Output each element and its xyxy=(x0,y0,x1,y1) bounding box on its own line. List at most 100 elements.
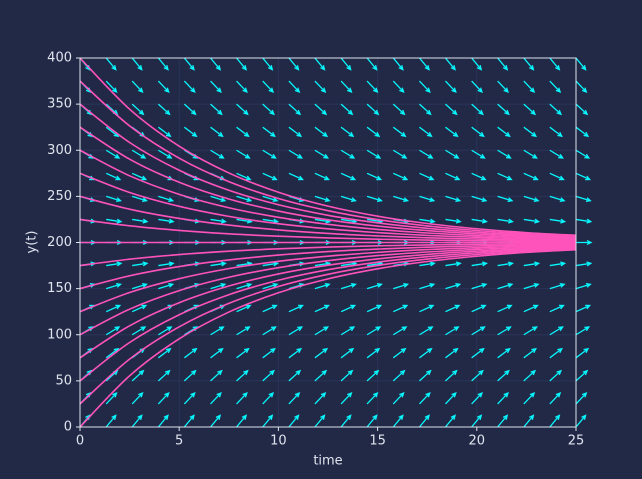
field-arrow xyxy=(131,172,148,181)
field-arrow xyxy=(106,195,122,203)
solution-curve xyxy=(79,172,577,241)
field-arrow xyxy=(183,414,195,428)
field-arrow xyxy=(575,195,592,203)
field-arrow xyxy=(132,218,149,224)
field-arrow xyxy=(497,261,514,267)
field-arrow xyxy=(419,369,432,382)
field-arrow xyxy=(262,347,276,359)
field-arrow xyxy=(392,57,404,71)
field-arrow xyxy=(340,326,356,336)
field-arrow xyxy=(392,149,408,159)
solution-curve xyxy=(79,245,577,336)
field-arrow xyxy=(183,103,197,116)
field-arrow xyxy=(236,80,248,94)
field-arrow xyxy=(314,369,328,382)
y-tick-label: 300 xyxy=(47,143,72,158)
field-arrow xyxy=(549,326,564,336)
field-arrow xyxy=(575,282,592,290)
field-arrow xyxy=(523,369,537,382)
field-arrow xyxy=(314,304,330,313)
field-arrow xyxy=(471,282,488,290)
field-arrow xyxy=(210,126,224,138)
field-arrow xyxy=(497,80,509,94)
field-arrow xyxy=(366,57,378,71)
field-arrow xyxy=(236,369,249,382)
field-arrow xyxy=(471,195,488,203)
field-arrow xyxy=(419,126,433,138)
field-arrow xyxy=(444,57,456,71)
field-arrow xyxy=(262,149,277,159)
field-arrow xyxy=(575,57,587,71)
field-arrow xyxy=(497,391,509,405)
field-arrow xyxy=(471,149,486,159)
field-arrow xyxy=(444,414,456,428)
field-arrow xyxy=(340,172,357,181)
field-arrow xyxy=(419,172,435,181)
field-arrow xyxy=(445,347,459,359)
field-arrow xyxy=(445,369,458,382)
field-arrow xyxy=(575,149,591,159)
field-arrow xyxy=(471,218,488,224)
field-arrow xyxy=(131,326,147,336)
field-arrow xyxy=(392,347,407,359)
y-tick-label: 150 xyxy=(47,281,72,296)
x-tick-label: 20 xyxy=(469,434,486,449)
solution-curve xyxy=(79,246,577,359)
field-arrow xyxy=(418,391,431,405)
field-arrow xyxy=(392,414,404,428)
field-arrow xyxy=(340,304,357,313)
field-arrow xyxy=(445,126,459,138)
field-arrow xyxy=(236,304,252,313)
field-arrow xyxy=(393,282,410,290)
field-arrow xyxy=(288,57,300,71)
field-arrow xyxy=(471,326,486,336)
field-arrow xyxy=(497,57,509,71)
field-arrow xyxy=(314,57,326,71)
field-arrow xyxy=(471,103,484,116)
field-arrow xyxy=(419,282,436,290)
field-arrow xyxy=(549,195,566,203)
field-arrow xyxy=(575,347,590,359)
field-arrow xyxy=(366,195,383,203)
field-arrow xyxy=(210,103,223,116)
field-arrow xyxy=(106,282,122,290)
field-arrow xyxy=(340,57,352,71)
field-arrow xyxy=(523,326,538,336)
y-tick-label: 50 xyxy=(55,373,72,388)
field-arrow xyxy=(314,347,329,359)
field-arrow xyxy=(393,172,409,181)
y-tick-label: 100 xyxy=(47,327,72,342)
field-arrow xyxy=(575,261,593,267)
field-arrow xyxy=(340,347,355,359)
field-arrow xyxy=(445,326,460,336)
field-arrow xyxy=(236,103,249,116)
field-arrow xyxy=(444,80,457,94)
field-arrow xyxy=(106,218,123,224)
field-arrow xyxy=(262,57,274,71)
field-arrow xyxy=(497,195,514,203)
field-arrow xyxy=(131,103,145,116)
field-arrow xyxy=(497,326,512,336)
field-arrow xyxy=(262,304,278,313)
field-arrow xyxy=(105,304,122,313)
field-arrow xyxy=(549,103,563,116)
field-arrow xyxy=(523,391,536,405)
x-tick-label: 10 xyxy=(270,434,287,449)
field-arrow xyxy=(106,261,123,267)
field-arrow xyxy=(183,57,195,71)
field-arrow xyxy=(210,391,222,405)
field-arrow xyxy=(366,126,381,138)
field-arrow xyxy=(288,126,303,138)
field-arrow xyxy=(183,126,198,138)
field-arrow xyxy=(366,282,383,290)
solution-curve xyxy=(79,242,577,267)
field-arrow xyxy=(105,80,118,94)
field-arrow xyxy=(131,304,148,313)
field-arrow xyxy=(471,172,487,181)
field-arrow xyxy=(288,369,302,382)
field-arrow xyxy=(340,103,354,116)
field-arrow xyxy=(549,414,561,428)
field-arrow xyxy=(340,126,355,138)
field-arrow xyxy=(523,304,539,313)
field-arrow xyxy=(549,57,561,71)
